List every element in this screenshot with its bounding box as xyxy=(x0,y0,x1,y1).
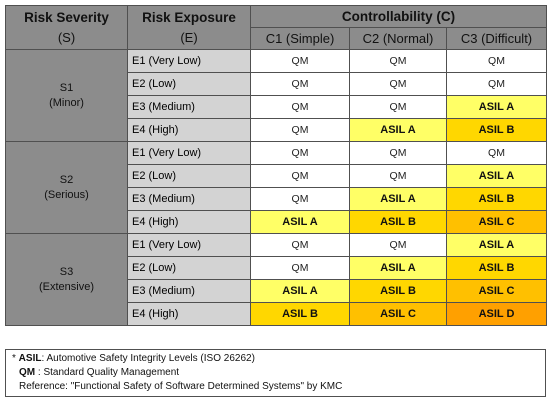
exposure-header-symbol: (E) xyxy=(180,29,198,45)
rating-cell-c1: QM xyxy=(250,95,350,119)
exposure-header: Risk Exposure (E) xyxy=(127,5,251,50)
asil-determination-table: Risk Severity (S) Risk Exposure (E) Cont… xyxy=(5,5,548,326)
matrix-row: S3 (Extensive) E1 (Very Low) QM QM ASIL A xyxy=(5,233,548,326)
exposure-label: E1 (Very Low) xyxy=(127,49,251,73)
rating-cell-c1: ASIL A xyxy=(250,279,350,303)
rating-cell-c3: ASIL B xyxy=(445,118,548,142)
exposure-label: E1 (Very Low) xyxy=(127,141,251,165)
rating-cell-c3: QM xyxy=(445,49,548,73)
rating-cell-c1: QM xyxy=(250,141,350,165)
legend-term-qm: QM xyxy=(19,367,36,378)
rating-cell-c2: ASIL C xyxy=(349,302,447,326)
rating-cell-c2: ASIL A xyxy=(349,187,447,211)
matrix-row: E4 (High) ASIL A ASIL B ASIL C xyxy=(6,210,548,234)
rating-cell-c3: ASIL D xyxy=(445,302,548,326)
severity-code: S1 xyxy=(59,81,74,94)
rating-cell-c2: QM xyxy=(349,95,447,119)
rating-cell-c2: QM xyxy=(349,49,447,73)
matrix-row: S1 (Minor) E1 (Very Low) QM QM QM xyxy=(5,49,548,142)
matrix-row: E2 (Low) QM QM ASIL A xyxy=(6,164,548,188)
rating-cell-c3: ASIL B xyxy=(445,256,548,280)
rating-cell-c1: QM xyxy=(250,164,350,188)
severity-cell-s1: S1 (Minor) xyxy=(5,49,128,142)
severity-header: Risk Severity (S) xyxy=(5,5,128,50)
rating-cell-c3: QM xyxy=(445,72,548,96)
rating-cell-c3: ASIL B xyxy=(445,187,548,211)
legend-line-asil: * ASIL: Automotive Safety Integrity Leve… xyxy=(12,352,545,366)
matrix-row: E4 (High) ASIL B ASIL C ASIL D xyxy=(6,302,548,326)
rating-cell-c2: ASIL A xyxy=(349,256,447,280)
severity-name: (Minor) xyxy=(49,96,84,109)
severity-code: S3 xyxy=(59,265,74,278)
legend-line-qm: QM : Standard Quality Management xyxy=(12,366,545,380)
matrix-row: E3 (Medium) ASIL A ASIL B ASIL C xyxy=(6,279,548,303)
legend-term-asil: ASIL xyxy=(18,353,42,364)
severity-cell-s3: S3 (Extensive) xyxy=(5,233,128,326)
rating-cell-c2: QM xyxy=(349,164,447,188)
exposure-label: E1 (Very Low) xyxy=(127,233,251,257)
rating-cell-c2: ASIL A xyxy=(349,118,447,142)
column-header-c1: C1 (Simple) xyxy=(250,27,350,50)
rating-cell-c3: ASIL A xyxy=(445,233,548,257)
exposure-label: E3 (Medium) xyxy=(127,95,251,119)
rating-cell-c2: QM xyxy=(349,141,447,165)
exposure-label: E3 (Medium) xyxy=(127,187,251,211)
matrix-row: S2 (Serious) E1 (Very Low) QM QM QM xyxy=(5,141,548,234)
legend-text-asil: : Automotive Safety Integrity Levels (IS… xyxy=(41,353,255,364)
matrix-row: E2 (Low) QM ASIL A ASIL B xyxy=(6,256,548,280)
severity-header-title: Risk Severity xyxy=(24,9,109,25)
rating-cell-c1: QM xyxy=(250,256,350,280)
rating-cell-c1: QM xyxy=(250,72,350,96)
exposure-header-title: Risk Exposure xyxy=(142,9,236,25)
exposure-label: E3 (Medium) xyxy=(127,279,251,303)
rating-cell-c2: QM xyxy=(349,233,447,257)
column-header-c2: C2 (Normal) xyxy=(349,27,447,50)
severity-name: (Extensive) xyxy=(38,280,95,293)
rating-cell-c1: QM xyxy=(250,187,350,211)
rating-cell-c1: QM xyxy=(250,118,350,142)
exposure-label: E2 (Low) xyxy=(127,164,251,188)
rating-cell-c3: ASIL C xyxy=(445,279,548,303)
rating-cell-c1: ASIL A xyxy=(250,210,350,234)
severity-header-symbol: (S) xyxy=(57,29,76,45)
exposure-label: E4 (High) xyxy=(127,210,251,234)
severity-cell-s2: S2 (Serious) xyxy=(5,141,128,234)
legend-text-qm: : Standard Quality Management xyxy=(35,367,180,378)
legend-footnote: * ASIL: Automotive Safety Integrity Leve… xyxy=(5,349,546,397)
severity-code: S2 xyxy=(59,173,74,186)
rating-cell-c2: QM xyxy=(349,72,447,96)
column-header-c3: C3 (Difficult) xyxy=(445,27,548,50)
exposure-label: E4 (High) xyxy=(127,302,251,326)
rating-cell-c3: ASIL A xyxy=(445,164,548,188)
rating-cell-c3: QM xyxy=(445,141,548,165)
exposure-label: E4 (High) xyxy=(127,118,251,142)
rating-cell-c3: ASIL A xyxy=(445,95,548,119)
matrix-body: S1 (Minor) E1 (Very Low) QM QM QM E2 (Low) QM QM… xyxy=(5,49,548,326)
controllability-header: Controllability (C) xyxy=(249,5,548,28)
rating-cell-c1: QM xyxy=(250,49,350,73)
legend-bullet: * xyxy=(12,353,19,364)
matrix-row: E4 (High) QM ASIL A ASIL B xyxy=(6,118,548,142)
rating-cell-c1: ASIL B xyxy=(250,302,350,326)
rating-cell-c2: ASIL B xyxy=(349,210,447,234)
rating-cell-c3: ASIL C xyxy=(445,210,548,234)
exposure-label: E2 (Low) xyxy=(127,72,251,96)
severity-name: (Serious) xyxy=(44,188,89,201)
legend-line-reference: Reference: "Functional Safety of Softwar… xyxy=(19,381,343,392)
exposure-label: E2 (Low) xyxy=(127,256,251,280)
rating-cell-c1: QM xyxy=(250,233,350,257)
matrix-row: E2 (Low) QM QM QM xyxy=(6,72,548,96)
matrix-row: E3 (Medium) QM ASIL A ASIL B xyxy=(6,187,548,211)
rating-cell-c2: ASIL B xyxy=(349,279,447,303)
